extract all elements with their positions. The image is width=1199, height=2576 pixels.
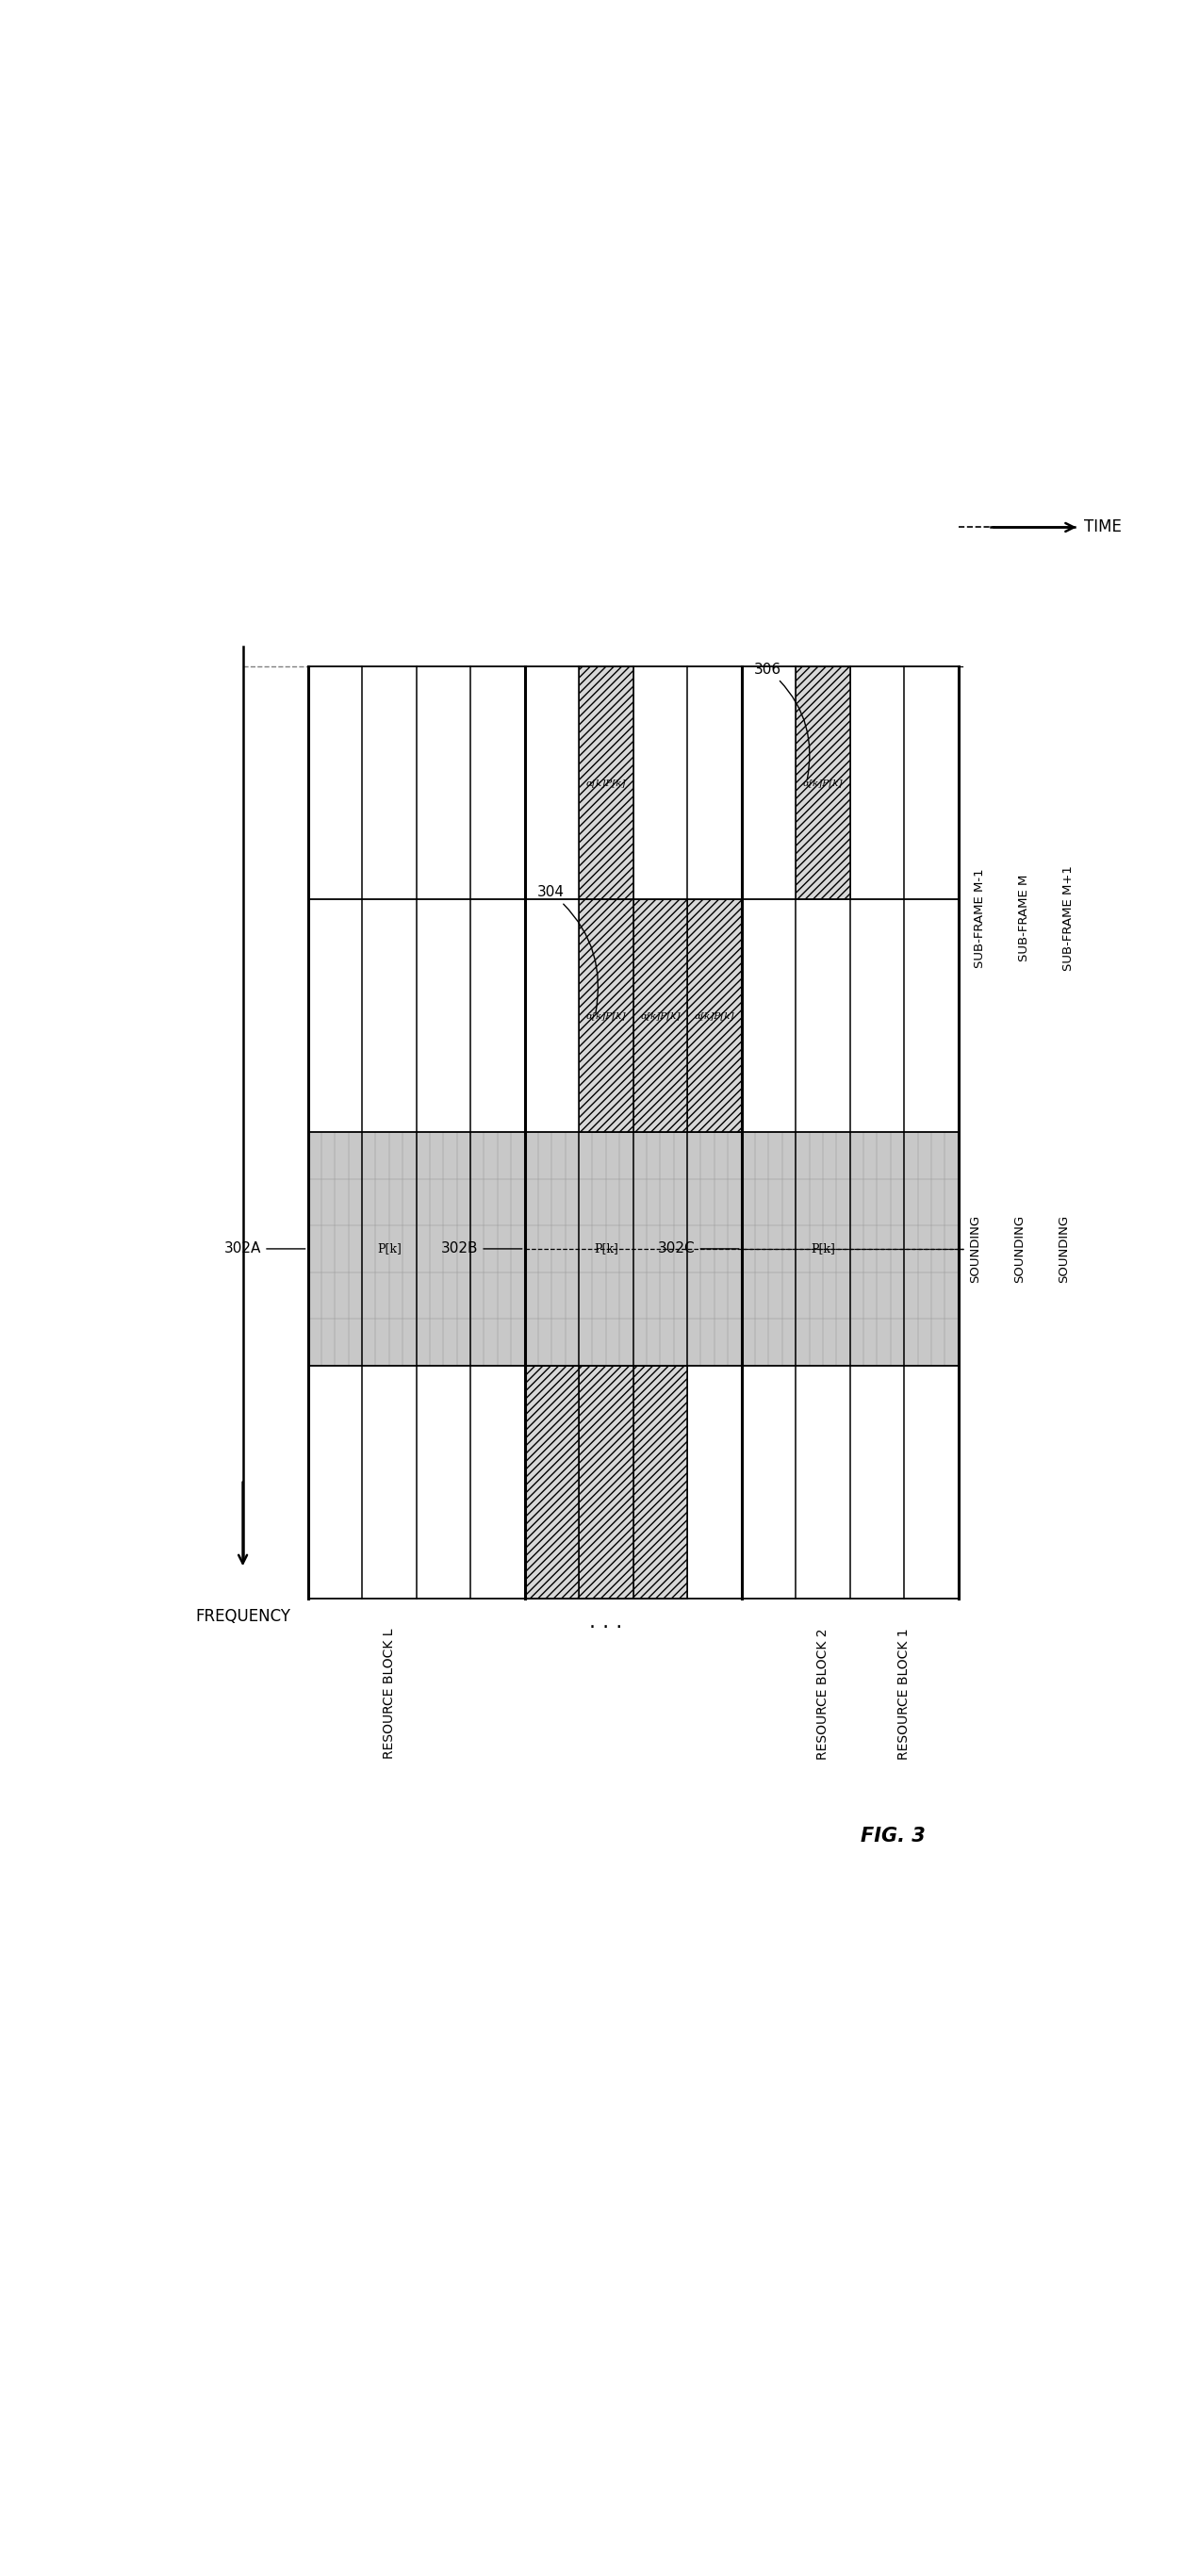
Bar: [308, 1133, 525, 1365]
Text: SOUNDING: SOUNDING: [1013, 1216, 1026, 1283]
Text: RESOURCE BLOCK L: RESOURCE BLOCK L: [382, 1628, 396, 1759]
Text: SUB-FRAME M-1: SUB-FRAME M-1: [974, 868, 986, 969]
Text: α[k]P[k]: α[k]P[k]: [803, 778, 843, 786]
Text: α[k]P[k]: α[k]P[k]: [694, 1012, 735, 1020]
Text: 302A: 302A: [224, 1242, 306, 1257]
Text: α[k]P[k]: α[k]P[k]: [586, 1012, 626, 1020]
Bar: [633, 899, 687, 1133]
Text: SUB-FRAME M: SUB-FRAME M: [1018, 873, 1030, 961]
Text: P[k]: P[k]: [811, 1242, 835, 1255]
Text: RESOURCE BLOCK 1: RESOURCE BLOCK 1: [898, 1628, 911, 1759]
Bar: [633, 1365, 687, 1597]
Text: · · ·: · · ·: [590, 1618, 622, 1638]
Bar: [525, 1365, 579, 1597]
Text: FIG. 3: FIG. 3: [861, 1826, 926, 1847]
Text: 306: 306: [754, 662, 809, 781]
Text: 302B: 302B: [441, 1242, 522, 1257]
Bar: [687, 899, 741, 1133]
Bar: [525, 1133, 741, 1365]
Text: α[k]P[k]: α[k]P[k]: [640, 1012, 680, 1020]
Text: P[k]: P[k]: [376, 1242, 402, 1255]
Bar: [579, 899, 633, 1133]
Text: TIME: TIME: [1084, 518, 1121, 536]
Text: SUB-FRAME M+1: SUB-FRAME M+1: [1062, 866, 1076, 971]
Text: α[k]P[k]: α[k]P[k]: [586, 778, 626, 786]
Text: RESOURCE BLOCK 2: RESOURCE BLOCK 2: [817, 1628, 830, 1759]
Bar: [579, 1365, 633, 1597]
Bar: [796, 667, 850, 899]
Bar: [741, 1133, 958, 1365]
Text: FREQUENCY: FREQUENCY: [195, 1607, 290, 1625]
Text: SOUNDING: SOUNDING: [1058, 1216, 1071, 1283]
Text: 304: 304: [537, 886, 598, 1012]
Text: 302C: 302C: [658, 1242, 739, 1257]
Text: P[k]: P[k]: [594, 1242, 619, 1255]
Bar: [579, 667, 633, 899]
Text: SOUNDING: SOUNDING: [969, 1216, 981, 1283]
